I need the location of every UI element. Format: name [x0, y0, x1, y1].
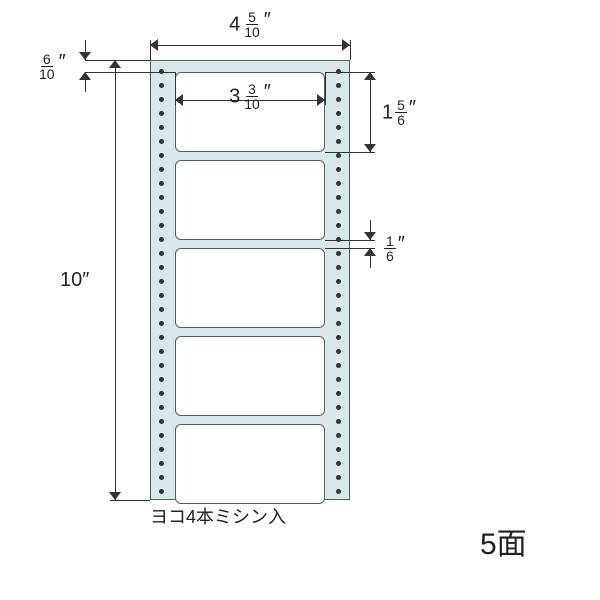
- feed-hole: [336, 321, 341, 326]
- feed-hole: [159, 461, 164, 466]
- dimension-label: 3310″: [229, 82, 271, 111]
- feed-hole: [336, 97, 341, 102]
- feed-hole: [159, 307, 164, 312]
- face-count-label: 5面: [480, 530, 527, 560]
- feed-hole: [159, 419, 164, 424]
- feed-hole: [336, 419, 341, 424]
- feed-hole: [159, 209, 164, 214]
- feed-hole: [336, 111, 341, 116]
- feed-hole: [159, 153, 164, 158]
- label-cell: [175, 160, 325, 240]
- feed-hole: [159, 181, 164, 186]
- label-cell: [175, 248, 325, 328]
- feed-hole: [159, 97, 164, 102]
- feed-hole: [159, 223, 164, 228]
- feed-hole: [336, 293, 341, 298]
- feed-hole: [336, 195, 341, 200]
- feed-hole: [336, 489, 341, 494]
- feed-hole: [159, 321, 164, 326]
- feed-hole: [159, 475, 164, 480]
- feed-hole: [159, 363, 164, 368]
- feed-hole: [336, 335, 341, 340]
- dimension-label: 156″: [382, 98, 416, 127]
- dimension-label: 10″: [60, 270, 89, 290]
- feed-hole: [336, 405, 341, 410]
- feed-hole: [159, 433, 164, 438]
- feed-hole: [159, 251, 164, 256]
- feed-hole: [336, 307, 341, 312]
- label-cell: [175, 336, 325, 416]
- feed-hole: [336, 83, 341, 88]
- feed-hole: [159, 489, 164, 494]
- feed-hole: [336, 139, 341, 144]
- feed-hole: [336, 125, 341, 130]
- feed-hole: [336, 251, 341, 256]
- feed-hole: [336, 433, 341, 438]
- feed-hole: [159, 335, 164, 340]
- feed-hole: [159, 111, 164, 116]
- feed-hole: [336, 447, 341, 452]
- feed-hole: [159, 293, 164, 298]
- feed-hole: [336, 461, 341, 466]
- feed-hole: [159, 167, 164, 172]
- feed-hole: [159, 83, 164, 88]
- feed-hole: [159, 349, 164, 354]
- feed-hole: [336, 391, 341, 396]
- feed-hole: [336, 363, 341, 368]
- perforation-note: ヨコ4本ミシン入: [150, 508, 286, 526]
- feed-hole: [159, 265, 164, 270]
- dimension-label: 16″: [382, 234, 405, 263]
- dimension-label: 4510″: [229, 10, 271, 39]
- dimension-label: 610″: [35, 52, 66, 81]
- feed-hole: [159, 377, 164, 382]
- feed-hole: [159, 405, 164, 410]
- feed-hole: [336, 475, 341, 480]
- feed-hole: [336, 223, 341, 228]
- feed-hole: [336, 349, 341, 354]
- feed-hole: [159, 237, 164, 242]
- label-cell: [175, 424, 325, 504]
- feed-hole: [336, 279, 341, 284]
- feed-hole: [159, 125, 164, 130]
- feed-hole: [336, 181, 341, 186]
- feed-hole: [336, 209, 341, 214]
- feed-hole: [336, 153, 341, 158]
- feed-hole: [336, 265, 341, 270]
- feed-hole: [159, 279, 164, 284]
- feed-hole: [159, 447, 164, 452]
- feed-hole: [159, 139, 164, 144]
- feed-hole: [159, 391, 164, 396]
- feed-hole: [336, 377, 341, 382]
- feed-hole: [159, 195, 164, 200]
- feed-hole: [336, 167, 341, 172]
